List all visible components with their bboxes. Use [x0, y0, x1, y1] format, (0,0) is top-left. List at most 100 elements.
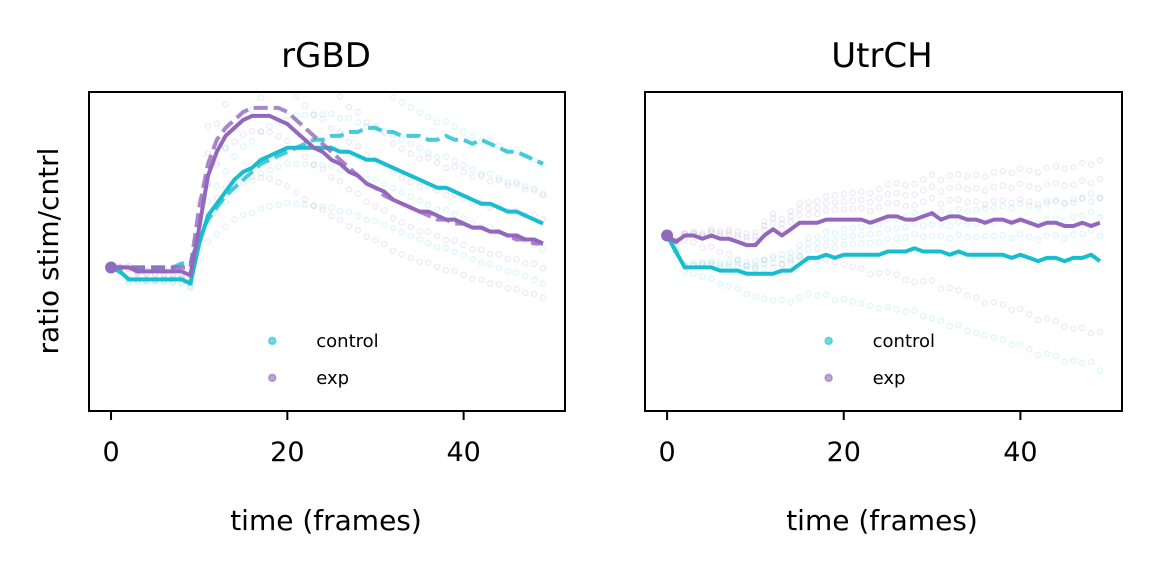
- trace-point: [433, 153, 441, 161]
- trace-point: [796, 294, 803, 302]
- trace-point: [778, 225, 786, 233]
- trace-point: [398, 188, 406, 196]
- trace-point: [319, 203, 326, 211]
- trace-point: [283, 182, 291, 190]
- trace-point: [425, 201, 432, 209]
- trace-point: [1061, 217, 1068, 225]
- trace-point: [769, 215, 777, 222]
- trace-point: [893, 234, 901, 242]
- trace-point: [380, 206, 388, 214]
- trace-point: [504, 179, 512, 186]
- trace-point: [981, 331, 989, 339]
- trace-point: [866, 270, 874, 278]
- trace-point: [1087, 179, 1095, 187]
- trace-point: [469, 173, 476, 181]
- trace-point: [486, 177, 494, 185]
- trace-point: [292, 200, 300, 208]
- trace-point: [1078, 212, 1086, 220]
- trace-point: [1017, 340, 1024, 348]
- trace-point: [875, 185, 883, 193]
- trace-point: [1008, 169, 1015, 177]
- trace-point: [328, 204, 335, 211]
- trace-point: [999, 196, 1007, 204]
- trace-point: [213, 182, 221, 190]
- trace-point: [725, 251, 733, 258]
- trace-point: [822, 235, 830, 242]
- trace-point: [363, 198, 371, 206]
- trace-point: [204, 149, 212, 157]
- trace-point: [911, 191, 918, 198]
- trace-point: [407, 150, 415, 157]
- trace-point: [760, 256, 768, 264]
- trace-point: [849, 240, 856, 248]
- trace-point: [1043, 315, 1051, 323]
- trace-point: [283, 160, 291, 167]
- series-line-rgbd-dashed-1: [111, 125, 544, 270]
- trace-point: [1008, 306, 1015, 314]
- trace-point: [752, 229, 759, 236]
- trace-point: [990, 298, 998, 306]
- trace-point: [504, 268, 512, 275]
- trace-point: [734, 231, 742, 239]
- trace-point: [310, 111, 318, 119]
- trace-point: [707, 257, 715, 265]
- trace-point: [893, 271, 901, 278]
- trace-point: [805, 246, 812, 254]
- trace-point: [699, 258, 706, 266]
- trace-point: [955, 183, 962, 191]
- trace-point: [972, 294, 980, 302]
- trace-point: [1008, 204, 1015, 212]
- trace-point: [213, 120, 221, 128]
- trace-point: [1070, 231, 1077, 238]
- trace-point: [389, 247, 397, 254]
- trace-point: [345, 222, 353, 230]
- trace-point: [521, 183, 529, 190]
- trace-point: [204, 238, 212, 246]
- trace-point: [1087, 329, 1095, 337]
- x-tick-label: 40: [1003, 437, 1037, 468]
- trace-point: [787, 260, 795, 267]
- trace-point: [442, 244, 450, 252]
- trace-point: [981, 205, 989, 213]
- trace-point: [919, 277, 927, 285]
- trace-point: [530, 211, 538, 219]
- legend-utrch: control exp: [824, 331, 935, 389]
- trace-point: [336, 114, 344, 122]
- trace-point: [460, 162, 467, 169]
- trace-point: [239, 143, 247, 150]
- trace-point: [266, 166, 274, 174]
- trace-point: [875, 239, 883, 246]
- trace-point: [725, 226, 733, 234]
- trace-point: [495, 251, 503, 258]
- trace-point: [1061, 234, 1068, 242]
- trace-point: [937, 200, 945, 208]
- trace-point: [822, 256, 830, 264]
- trace-point: [1052, 196, 1060, 204]
- trace-point: [990, 197, 998, 205]
- trace-point: [743, 233, 750, 241]
- trace-point: [999, 301, 1007, 308]
- trace-point: [328, 162, 335, 170]
- trace-point: [699, 273, 706, 280]
- legend-marker-exp: [824, 373, 833, 383]
- trace-point: [813, 292, 821, 300]
- trace-point: [513, 255, 520, 263]
- trace-point: [840, 198, 848, 206]
- trace-point: [902, 181, 909, 189]
- trace-point: [734, 260, 742, 267]
- trace-point: [840, 225, 848, 233]
- trace-point: [275, 201, 282, 209]
- trace-point: [919, 198, 927, 205]
- trace-point: [972, 184, 980, 192]
- trace-point: [1052, 198, 1060, 206]
- trace-point: [964, 172, 971, 180]
- trace-point: [442, 206, 450, 214]
- trace-point: [477, 246, 485, 254]
- trace-point: [707, 225, 715, 233]
- trace-point: [451, 267, 459, 275]
- trace-point: [937, 188, 945, 196]
- trace-point: [725, 282, 733, 290]
- trace-point: [690, 270, 697, 278]
- trace-point: [1034, 351, 1042, 359]
- trace-point: [354, 108, 362, 116]
